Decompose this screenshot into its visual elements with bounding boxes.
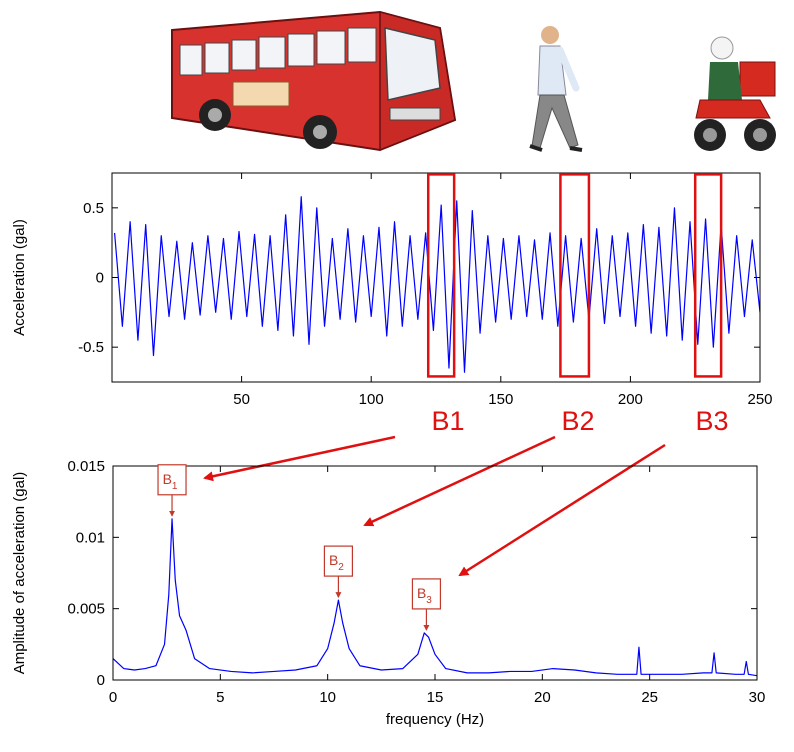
annotation-text: B — [417, 585, 426, 601]
y-axis-label: Amplitude of acceleration (gal) — [11, 472, 28, 675]
x-tick-label: 100 — [359, 391, 384, 408]
x-tick-label: 0 — [109, 689, 117, 706]
x-tick-label: 5 — [216, 689, 224, 706]
y-tick-label: 0.5 — [83, 200, 104, 217]
annotation-subscript: 2 — [338, 562, 344, 573]
annotation-subscript: 1 — [172, 481, 178, 492]
pedestrian-illustration — [530, 26, 582, 150]
data-line — [115, 197, 760, 373]
x-tick-label: 15 — [427, 689, 444, 706]
x-tick-label: 10 — [319, 689, 336, 706]
y-tick-label: 0.015 — [67, 458, 105, 475]
x-tick-label: 25 — [641, 689, 658, 706]
pointer-arrows — [205, 437, 665, 575]
y-tick-label: 0 — [96, 270, 104, 287]
highlight-box — [695, 174, 721, 376]
highlight-label: B1 — [431, 406, 464, 436]
x-tick-label: 200 — [618, 391, 643, 408]
figure: 0.50-0.550100150200250Acceleration (gal)… — [0, 0, 794, 747]
motorcycle-illustration — [694, 37, 776, 151]
bus-illustration — [172, 12, 455, 150]
highlight-label: B2 — [561, 406, 594, 436]
y-tick-label: 0 — [97, 672, 105, 689]
x-tick-label: 150 — [488, 391, 513, 408]
x-axis-label: frequency (Hz) — [386, 711, 484, 728]
y-tick-label: 0.01 — [76, 529, 105, 546]
annotation-subscript: 3 — [426, 595, 432, 606]
y-tick-label: 0.005 — [67, 601, 105, 618]
y-axis-label: Acceleration (gal) — [11, 219, 28, 336]
y-tick-label: -0.5 — [78, 339, 104, 356]
x-tick-label: 50 — [233, 391, 250, 408]
x-tick-label: 250 — [747, 391, 772, 408]
x-tick-label: 20 — [534, 689, 551, 706]
highlight-label: B3 — [695, 406, 728, 436]
plot-frame — [113, 466, 757, 680]
x-tick-label: 30 — [749, 689, 766, 706]
annotation-text: B — [329, 552, 338, 568]
annotation-text: B — [163, 471, 172, 487]
